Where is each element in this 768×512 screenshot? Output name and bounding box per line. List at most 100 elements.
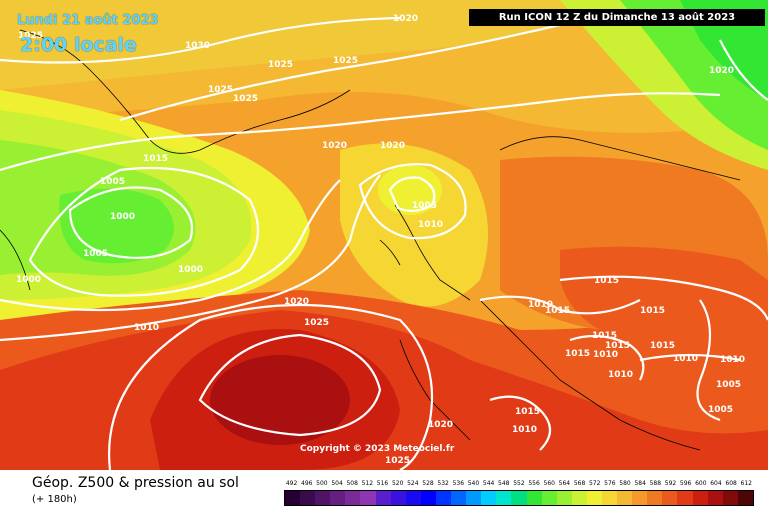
legend-title: Géop. Z500 & pression au sol bbox=[32, 475, 239, 491]
isobar-label: 1005 bbox=[100, 177, 125, 187]
scale-label: 584 bbox=[634, 480, 646, 487]
scale-label: 504 bbox=[331, 480, 343, 487]
scale-swatch bbox=[601, 491, 618, 505]
scale-label: 528 bbox=[422, 480, 434, 487]
scale-swatch bbox=[541, 491, 557, 505]
scale-swatch bbox=[285, 491, 301, 505]
isobar-label: 1015 bbox=[545, 306, 570, 316]
scale-swatch bbox=[496, 491, 512, 505]
isobar-label: 1025 bbox=[208, 85, 233, 95]
isobar-label: 1000 bbox=[16, 275, 41, 285]
scale-swatch bbox=[420, 491, 436, 505]
scale-label: 572 bbox=[588, 480, 601, 487]
isobar-label: 1000 bbox=[178, 265, 203, 275]
isobar-label: 1005 bbox=[83, 249, 108, 259]
scale-label: 548 bbox=[498, 480, 510, 487]
scale-label: 564 bbox=[558, 480, 571, 487]
scale-label: 604 bbox=[710, 480, 722, 487]
scale-label: 556 bbox=[528, 480, 540, 487]
scale-swatch bbox=[722, 491, 738, 505]
scale-swatch bbox=[375, 491, 391, 505]
scale-swatch bbox=[405, 491, 421, 505]
scale-swatch bbox=[526, 491, 542, 505]
scale-label: 500 bbox=[316, 480, 328, 487]
scale-label: 512 bbox=[361, 480, 374, 487]
isobar-label: 1020 bbox=[380, 141, 405, 151]
color-scale: 492 496 500 504 508 512 516 520 524 528 532 536 540 5… bbox=[284, 478, 754, 510]
scale-swatch bbox=[300, 491, 316, 505]
scale-label: 612 bbox=[740, 480, 752, 487]
scale-label: 544 bbox=[482, 480, 495, 487]
isobar-label: 1020 bbox=[428, 420, 453, 430]
isobar-label: 1025 bbox=[333, 56, 358, 66]
scale-swatch bbox=[451, 491, 467, 505]
scale-swatch bbox=[571, 491, 587, 505]
scale-label: 516 bbox=[376, 480, 389, 487]
run-info-banner: Run ICON 12 Z du Dimanche 13 août 2023 bbox=[469, 9, 765, 26]
isobar-label: 1015 bbox=[640, 306, 665, 316]
scale-label: 496 bbox=[301, 480, 313, 487]
scale-label: 580 bbox=[619, 480, 631, 487]
scale-label: 536 bbox=[452, 480, 465, 487]
scale-swatch bbox=[707, 491, 723, 505]
scale-swatch bbox=[511, 491, 527, 505]
scale-swatch bbox=[466, 491, 482, 505]
scale-swatch bbox=[737, 491, 753, 505]
scale-swatch bbox=[617, 491, 633, 505]
scale-label: 592 bbox=[664, 480, 677, 487]
isobar-label: 1010 bbox=[512, 425, 537, 435]
field-balkans bbox=[560, 246, 768, 350]
scale-swatch bbox=[677, 491, 693, 505]
isobar-label: 1015 bbox=[143, 154, 168, 164]
scale-swatch bbox=[632, 491, 648, 505]
weather-map: 1025 1030 1020 1025 1025 1025 1025 1020 … bbox=[0, 0, 768, 470]
isobar-label: 1010 bbox=[608, 370, 633, 380]
field-azores-core bbox=[210, 355, 350, 445]
isobar-label: 1015 bbox=[650, 341, 675, 351]
isobar-label: 1010 bbox=[593, 350, 618, 360]
scale-swatch bbox=[390, 491, 406, 505]
scale-swatch bbox=[481, 491, 497, 505]
isobar-label: 1010 bbox=[673, 354, 698, 364]
valid-date: Lundi 21 août 2023 bbox=[17, 13, 159, 28]
isobars bbox=[0, 16, 768, 470]
valid-time: 2:00 locale bbox=[20, 34, 137, 56]
scale-swatch bbox=[647, 491, 663, 505]
scale-label: 524 bbox=[407, 480, 419, 487]
field-uk-low bbox=[340, 143, 488, 307]
scale-label: 596 bbox=[679, 480, 692, 487]
scale-label: 492 bbox=[285, 480, 298, 487]
scale-label: 552 bbox=[513, 480, 525, 487]
isobar-label: 1025 bbox=[304, 318, 329, 328]
scale-swatch bbox=[360, 491, 376, 505]
isobar-label: 1025 bbox=[233, 94, 258, 104]
isobar-label: 1020 bbox=[393, 14, 418, 24]
scale-label: 520 bbox=[391, 480, 404, 487]
isobar-label: 1025 bbox=[18, 31, 43, 41]
isobar-label: 1015 bbox=[592, 331, 617, 341]
isobar-label: 1015 bbox=[605, 341, 630, 351]
isobar-label: 1005 bbox=[412, 201, 437, 211]
isobar-label: 1020 bbox=[284, 297, 309, 307]
isobar-label: 1020 bbox=[709, 66, 734, 76]
isobar-label: 1025 bbox=[385, 456, 410, 466]
isobar-label: 1025 bbox=[268, 60, 293, 70]
color-scale-labels: 492 496 500 504 508 512 516 520 524 528 532 536 540 5… bbox=[284, 478, 754, 490]
isobar-label: 1015 bbox=[594, 276, 619, 286]
isobar-label: 1010 bbox=[720, 355, 745, 365]
scale-swatch bbox=[345, 491, 361, 505]
scale-label: 608 bbox=[725, 480, 737, 487]
scale-swatch bbox=[692, 491, 708, 505]
isobar-labels: 1025 1030 1020 1025 1025 1025 1025 1020 … bbox=[16, 14, 745, 466]
color-scale-swatches bbox=[284, 490, 754, 506]
field-uk-low-core bbox=[378, 165, 442, 215]
scale-label: 540 bbox=[467, 480, 480, 487]
scale-swatch bbox=[330, 491, 346, 505]
isobar-label: 1000 bbox=[110, 212, 135, 222]
scale-label: 576 bbox=[604, 480, 616, 487]
scale-swatch bbox=[556, 491, 572, 505]
isobar-label: 1015 bbox=[515, 407, 540, 417]
scale-label: 560 bbox=[543, 480, 555, 487]
isobar-label: 1010 bbox=[528, 300, 553, 310]
